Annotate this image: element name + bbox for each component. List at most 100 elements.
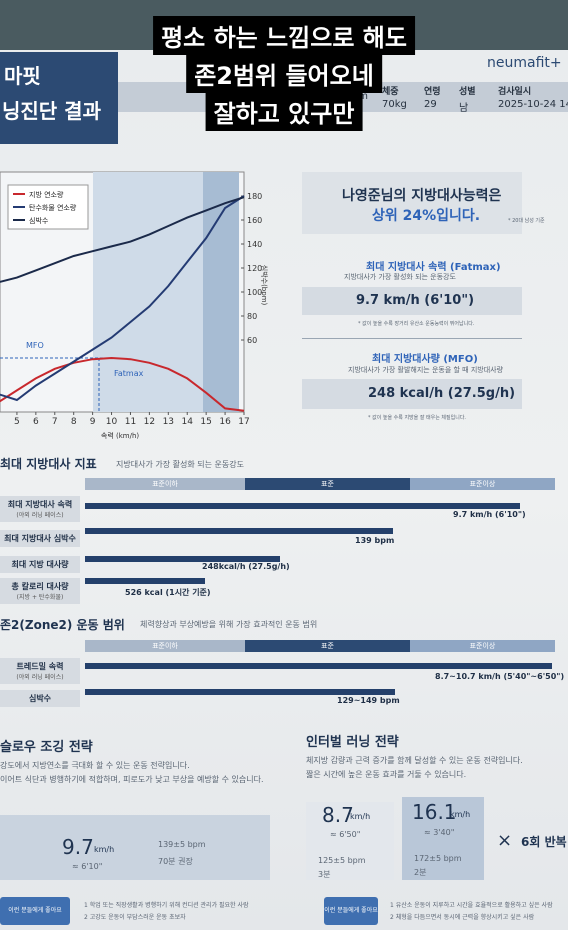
row-bar: [85, 556, 280, 562]
y-axis-label: 심박수(bpm): [260, 265, 269, 306]
x-tick-label: 17: [238, 417, 249, 427]
for-item: 1 학업 또는 직장생활과 병행하기 위해 컨디션 관리가 필요한 사람: [84, 902, 249, 909]
summary-box: [302, 172, 522, 234]
strategy-title: 슬로우 조깅 전략: [0, 740, 93, 755]
header-title-box: [0, 52, 118, 144]
row-sublabel: (야외 러닝 페이스): [16, 512, 64, 519]
x-tick-label: 13: [163, 417, 174, 427]
info-value: 남: [459, 103, 469, 114]
row-bar: [85, 578, 205, 584]
y-tick-label: 60: [247, 336, 257, 345]
band-label: 표준: [245, 478, 410, 490]
row-label-text: 심박수: [28, 694, 52, 703]
row-value: 526 kcal (1시간 기준): [125, 588, 211, 597]
divider: [302, 338, 522, 339]
band-label: 표준이하: [85, 640, 245, 652]
interval-hr: 125±5 bpm: [318, 856, 366, 865]
band-label: 표준이하: [85, 478, 245, 490]
x-tick-label: 11: [125, 417, 136, 427]
row-label: 최대 지방대사 심박수: [0, 530, 80, 547]
mfo-box: [302, 379, 522, 409]
for-item: 1 유산소 운동이 지루하고 시간을 효율적으로 활용하고 싶은 사람: [390, 902, 553, 909]
zone-shade: [93, 172, 203, 412]
interval-unit: km/h: [450, 810, 471, 819]
fatmax-label: Fatmax: [114, 369, 144, 378]
y-tick-label: 180: [247, 192, 262, 201]
for-badge: 이런 분들에게 좋아요: [0, 897, 70, 925]
legend-label: 지방 연소량: [29, 190, 64, 199]
interval-card: [402, 797, 484, 880]
x-tick-label: 12: [144, 417, 155, 427]
strategy-desc: 강도에서 지방연소를 극대화 할 수 있는 운동 전략입니다.: [0, 761, 190, 770]
strategy-desc: 체지방 감량과 근력 증가를 함께 달성할 수 있는 운동 전략입니다.: [306, 756, 523, 765]
info-label: 연령: [424, 87, 441, 97]
x-tick-label: 16: [219, 417, 231, 427]
row-bar: [85, 503, 520, 509]
mfo-title: 최대 지방대사량 (MFO): [372, 354, 478, 365]
mfo-value: 248 kcal/h (27.5g/h): [368, 386, 516, 401]
row-label: 총 칼로리 대사량 (지방 + 탄수화물): [0, 578, 80, 604]
interval-pace: ≈ 6'50": [330, 830, 361, 839]
legend-label: 탄수화물 연소량: [29, 203, 77, 212]
series-line: [0, 195, 245, 402]
fatmax-box: [302, 287, 522, 315]
metabolism-chart: 5 6 7 8 9 10 11 12 13 14 15 16 17 60 80 100 120 140 160 180…: [0, 171, 269, 440]
info-value: 29: [424, 99, 437, 110]
times-sign: ×: [497, 830, 513, 851]
series-line: [0, 196, 245, 283]
fatmax-value: 9.7 km/h (6'10"): [356, 293, 475, 308]
row-value: 8.7~10.7 km/h (5'40"~6'50"): [435, 672, 565, 681]
row-label-text: 총 칼로리 대사량: [11, 582, 69, 591]
row-bar: [85, 528, 393, 534]
section-title: 존2(Zone2) 운동 범위: [0, 618, 125, 632]
summary-headline: 나영준님의 지방대사능력은: [342, 188, 502, 204]
legend-label: 심박수: [29, 216, 49, 225]
overlay-caption: 존2범위 들어오네: [186, 54, 382, 93]
band-label: 표준이상: [410, 478, 555, 490]
zone-shade: [203, 172, 239, 412]
y-tick-label: 140: [247, 240, 262, 249]
jog-time: 70분 권장: [158, 857, 193, 866]
row-label-text: 최대 지방 대사량: [11, 560, 69, 569]
report-title: 닝진단 결과: [2, 99, 101, 123]
row-label-text: 최대 지방대사 속력: [7, 500, 73, 509]
section-subtitle: 체력향상과 부상예방을 위해 가장 효과적인 운동 범위: [140, 620, 318, 629]
overlay-caption: 평소 하는 느낌으로 해도: [153, 16, 415, 55]
band-label: 표준이상: [410, 640, 555, 652]
row-label: 최대 지방대사 속력 (야외 러닝 페이스): [0, 496, 80, 522]
x-tick-label: 5: [14, 417, 20, 427]
interval-card: [306, 802, 394, 880]
info-label: 성별: [459, 87, 476, 97]
info-value: 2025-10-24 14: [498, 99, 568, 110]
band-label: 표준: [245, 640, 410, 652]
interval-speed: 16.1: [412, 800, 457, 824]
brand-right: neumafit+: [487, 55, 562, 71]
jog-speed: 9.7: [62, 835, 94, 859]
row-value: 129~149 bpm: [337, 696, 400, 705]
overlay-caption: 잘하고 있구만: [205, 92, 363, 131]
row-value: 139 bpm: [355, 536, 395, 545]
jog-pace: ≈ 6'10": [72, 862, 103, 871]
interval-time: 3분: [318, 870, 331, 879]
brand-left: 마핏: [4, 64, 41, 88]
section-subtitle: 지방대사가 가장 활성화 되는 운동강도: [116, 460, 244, 469]
info-label: 검사일시: [498, 87, 532, 97]
y-tick-label: 80: [247, 312, 257, 321]
info-label: 체중: [382, 87, 399, 97]
jog-unit: km/h: [94, 845, 115, 854]
fatmax-note: * 값이 높을 수록 장거리 유산소 운동능력이 뛰어납니다.: [358, 321, 475, 327]
y-tick-label: 160: [247, 216, 262, 225]
row-sublabel: (지방 + 탄수화물): [16, 594, 64, 601]
strategy-desc: 이어트 식단과 병행하기에 적합하며, 피로도가 낮고 부상을 예방할 수 있습…: [0, 775, 264, 784]
for-item: 2 체형을 다듬으면서 동시에 근력을 향상시키고 싶은 사람: [390, 914, 535, 921]
row-value: 9.7 km/h (6'10"): [453, 510, 526, 519]
info-value: 70kg: [382, 99, 407, 110]
interval-time: 2분: [414, 868, 427, 877]
section-title: 최대 지방대사 지표: [0, 457, 97, 471]
row-sublabel: (야외 러닝 페이스): [16, 674, 64, 681]
summary-rank: 상위 24%입니다.: [372, 208, 481, 224]
for-item: 2 고강도 운동이 부담스러운 운동 초보자: [84, 914, 186, 921]
x-tick-label: 10: [106, 417, 118, 427]
for-badge: 이런 분들에게 좋아요: [324, 897, 378, 925]
